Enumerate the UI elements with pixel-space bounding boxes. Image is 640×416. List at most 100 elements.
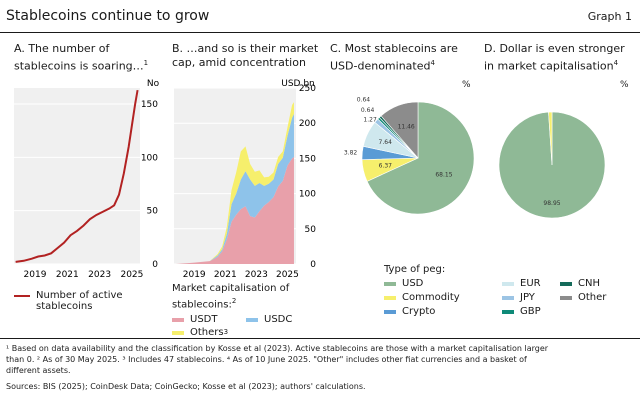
panel-a-xtick-label: 2025 — [120, 270, 143, 280]
peg-legend-swatch — [384, 295, 396, 300]
panel-c-pie: 68.15 6.37 3.82 7.64 1.27 0.64 0.64 11.46 — [344, 96, 475, 215]
panel-a-series-line — [15, 89, 139, 263]
panel-a-legend-label1: Number of active — [36, 290, 123, 301]
panel-d-title-line2: in market capitalisation — [484, 59, 614, 73]
panel-c-label-jpy: 1.27 — [363, 116, 377, 123]
panel-d-pie: 98.95 — [498, 111, 606, 219]
panel-c-title-line2: USD-denominated — [330, 59, 431, 73]
panel-a-legend: Number of active stablecoins — [14, 290, 123, 312]
panel-b-title-line2: cap, amid concentration — [172, 56, 306, 69]
panel-a-chart: 0 50 100 150 2019 2021 2023 2025 No — [14, 79, 160, 280]
peg-legend-swatch — [502, 281, 514, 286]
panel-a-ytick-label: 150 — [141, 100, 158, 110]
peg-legend-item-eur: EUR — [502, 278, 560, 289]
panel-c-unit: % — [462, 80, 471, 90]
peg-legend-item-usd: USD — [384, 278, 502, 289]
peg-legend-swatch — [560, 281, 572, 286]
peg-legend: Type of peg: USD EUR CNH Commodity JPY Other C… — [384, 264, 634, 317]
panel-c-label-eur: 7.64 — [379, 139, 393, 146]
panel-b-legend: Market capitalisation of stablecoins:2 U… — [172, 282, 292, 339]
peg-legend-label: Other — [578, 292, 607, 303]
peg-legend-label: CNH — [578, 278, 600, 289]
panel-a-ytick-label: 50 — [147, 207, 159, 217]
peg-legend-swatch — [502, 295, 514, 300]
panel-a-plot-bg — [14, 88, 140, 264]
page-title: Stablecoins continue to grow — [6, 8, 210, 24]
panel-c-footnote-ref: 4 — [430, 59, 435, 67]
panel-c-label-gbp: 0.64 — [361, 107, 375, 114]
peg-legend-item-commodity: Commodity — [384, 292, 502, 303]
panel-b-ytick-label: 200 — [299, 119, 316, 129]
panel-a-unit: No — [147, 79, 160, 89]
peg-legend-label: JPY — [520, 292, 535, 303]
usdt-legend-label: USDT — [190, 314, 218, 326]
peg-legend-item-jpy: JPY — [502, 292, 560, 303]
panel-c-label-cnh: 0.64 — [357, 96, 371, 103]
panel-b-ytick-label: 150 — [299, 154, 316, 164]
panel-b-ytick-label: 50 — [305, 225, 317, 235]
panel-b-ytick-label: 100 — [299, 190, 316, 200]
panel-d-title-line1: D. Dollar is even stronger — [484, 42, 625, 55]
peg-legend-title: Type of peg: — [384, 264, 446, 275]
panel-a-ytick-label: 0 — [152, 260, 158, 270]
peg-legend-item-gbp: GBP — [502, 306, 560, 317]
panel-c-title-line1: C. Most stablecoins are — [330, 42, 458, 55]
peg-legend-label: EUR — [520, 278, 541, 289]
footer-rule — [0, 338, 640, 339]
panel-a-legend-label2: stablecoins — [36, 301, 93, 312]
peg-legend-item-cnh: CNH — [560, 278, 630, 289]
panel-d-slice-commodity — [548, 111, 553, 166]
peg-legend-label: Commodity — [402, 292, 460, 303]
panel-b-title: B. …and so is their market cap, amid con… — [172, 42, 322, 70]
panel-c-label-crypto: 3.82 — [344, 150, 358, 157]
panel-b-chart: 0 50 100 150 200 250 2019 2021 2023 2025 USD bn — [174, 79, 317, 280]
peg-legend-swatch — [502, 309, 514, 314]
footnote-line2: than 0. ² As of 30 May 2025. ³ Includes … — [6, 355, 527, 364]
panel-a-xtick-label: 2021 — [56, 270, 79, 280]
panel-b-area-usdc — [175, 114, 294, 264]
panel-c-label-other: 11.46 — [398, 124, 415, 131]
others-swatch — [172, 330, 184, 335]
peg-legend-label: Crypto — [402, 306, 436, 317]
panel-b-area-others — [175, 102, 294, 264]
panel-a-legend-swatch — [14, 294, 30, 297]
peg-legend-label: USD — [402, 278, 424, 289]
panel-b-ytick-label: 250 — [299, 84, 316, 94]
panel-b-legend-title2: stablecoins: — [172, 299, 232, 311]
panel-a-xtick-label: 2023 — [88, 270, 111, 280]
peg-legend-swatch — [384, 309, 396, 314]
footnote-line1: ¹ Based on data availability and the cla… — [6, 344, 549, 353]
panel-d-title: D. Dollar is even stronger in market cap… — [484, 42, 634, 74]
header-rule — [0, 32, 640, 33]
usdt-swatch — [172, 317, 184, 322]
panel-b-xtick-label: 2025 — [276, 270, 299, 280]
usdc-legend-label: USDC — [264, 314, 293, 326]
panel-c-slice-usd — [366, 101, 475, 215]
panel-b-xtick-label: 2023 — [245, 270, 268, 280]
panel-b-xtick-label: 2019 — [183, 270, 206, 280]
panel-d-label-usd: 98.95 — [543, 200, 560, 207]
panel-b-legend-title1: Market capitalisation of — [172, 283, 290, 294]
panel-b-area-usdt — [175, 156, 294, 264]
panel-c-slice-other — [380, 101, 419, 159]
peg-legend-item-crypto: Crypto — [384, 306, 502, 317]
panel-b-title-line1: B. …and so is their market — [172, 42, 319, 55]
panel-b-ytick-label: 0 — [310, 260, 316, 270]
panel-a-xtick-label: 2019 — [24, 270, 47, 280]
panel-a-title: A. The number of stablecoins is soaring…… — [14, 42, 164, 74]
footnotes: ¹ Based on data availability and the cla… — [6, 343, 632, 392]
panel-b-xtick-label: 2021 — [214, 270, 237, 280]
panel-a-title-line2: stablecoins is soaring… — [14, 59, 144, 73]
panel-d-footnote-ref: 4 — [613, 59, 619, 67]
panel-a-footnote-ref: 1 — [143, 59, 149, 67]
peg-legend-item-other: Other — [560, 292, 630, 303]
usdc-swatch — [246, 317, 258, 322]
panel-a-title-line1: A. The number of — [14, 42, 110, 55]
sources: Sources: BIS (2025); CoinDesk Data; Coin… — [6, 382, 366, 391]
panel-b-unit: USD bn — [281, 79, 315, 89]
graph-label: Graph 1 — [587, 10, 632, 23]
others-legend-label: Others — [190, 327, 224, 339]
peg-legend-label: GBP — [520, 306, 541, 317]
panel-b-legend-sup: 2 — [231, 297, 237, 305]
panel-a-ytick-label: 100 — [141, 153, 158, 163]
